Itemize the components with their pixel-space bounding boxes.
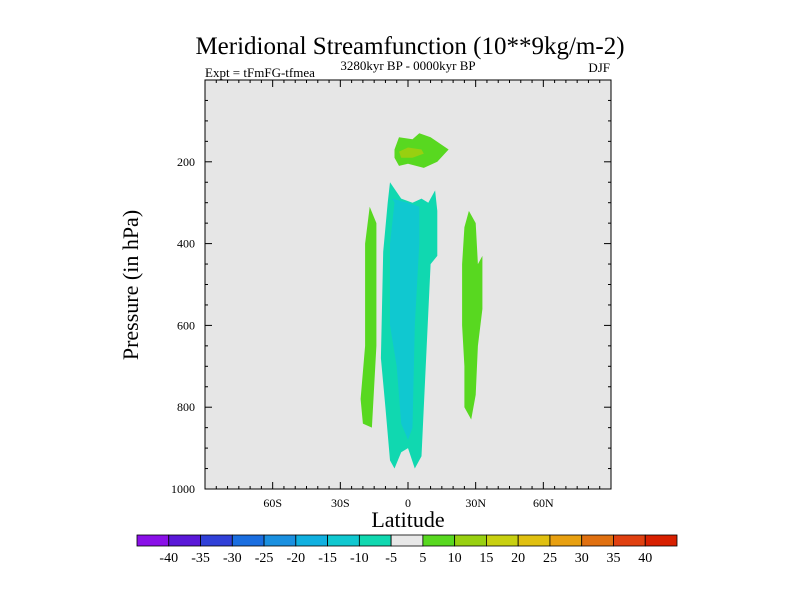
colorbar-label: 25	[543, 551, 557, 566]
colorbar-label: -20	[286, 551, 305, 566]
colorbar-label: -10	[350, 551, 369, 566]
contour-right-positive-cell	[462, 210, 483, 420]
colorbar-label: 40	[638, 551, 652, 566]
y-tick-label: 400	[177, 237, 195, 251]
colorbar: -40 -35 -30 -25 -20 -15 -10 -5 5 10 15 20 25 30 35 40	[136, 534, 678, 566]
x-tick-label: 0	[405, 496, 411, 510]
colorbar-label: 30	[575, 551, 589, 566]
chart-title: Meridional Streamfunction (10**9kg/m-2)	[195, 33, 624, 60]
colorbar-label: 15	[479, 551, 493, 566]
y-axis-label: Pressure (in hPa)	[118, 210, 143, 360]
colorbar-box	[136, 534, 170, 547]
contour-central-negative-core	[390, 198, 420, 440]
y-tick-label: 200	[177, 155, 195, 169]
colorbar-box	[517, 534, 551, 547]
colorbar-box	[231, 534, 265, 547]
contour-regions	[360, 133, 483, 469]
colorbar-box	[358, 534, 392, 547]
colorbar-box	[581, 534, 614, 547]
x-tick-label: 60N	[533, 496, 554, 510]
colorbar-label: 5	[419, 551, 426, 566]
contour-left-positive-cell	[360, 206, 377, 428]
colorbar-label: -15	[318, 551, 337, 566]
colorbar-box	[644, 534, 678, 547]
colorbar-label: -25	[255, 551, 274, 566]
colorbar-label: 35	[606, 551, 620, 566]
colorbar-box	[390, 534, 424, 547]
experiment-label: Expt = tFmFG-tfmea	[205, 65, 315, 80]
colorbar-label: 20	[511, 551, 525, 566]
colorbar-box	[486, 534, 519, 547]
x-tick-label: 30S	[331, 496, 350, 510]
x-tick-label: 60S	[263, 496, 282, 510]
contour-upper-positive-core	[399, 147, 424, 158]
colorbar-box	[454, 534, 487, 547]
y-tick-label: 600	[177, 318, 195, 332]
period-label: 3280kyr BP - 0000kyr BP	[340, 58, 475, 73]
colorbar-box	[200, 534, 233, 547]
colorbar-box	[613, 534, 646, 547]
y-tick-label: 1000	[171, 482, 195, 496]
colorbar-label: -40	[159, 551, 178, 566]
axis-ticks: 60S 30S 0 30N 60N 200 400 600 800 1000	[171, 80, 611, 510]
colorbar-box	[327, 534, 360, 547]
colorbar-label: -5	[385, 551, 397, 566]
colorbar-label: -35	[191, 551, 210, 566]
colorbar-box	[168, 534, 201, 547]
colorbar-box	[549, 534, 583, 547]
y-tick-label: 800	[177, 400, 195, 414]
x-axis-label: Latitude	[371, 507, 444, 532]
x-tick-label: 30N	[465, 496, 486, 510]
colorbar-box	[422, 534, 456, 547]
colorbar-box	[263, 534, 297, 547]
colorbar-box	[295, 534, 328, 547]
colorbar-label: 10	[448, 551, 462, 566]
colorbar-label: -30	[223, 551, 242, 566]
season-label: DJF	[588, 60, 610, 75]
